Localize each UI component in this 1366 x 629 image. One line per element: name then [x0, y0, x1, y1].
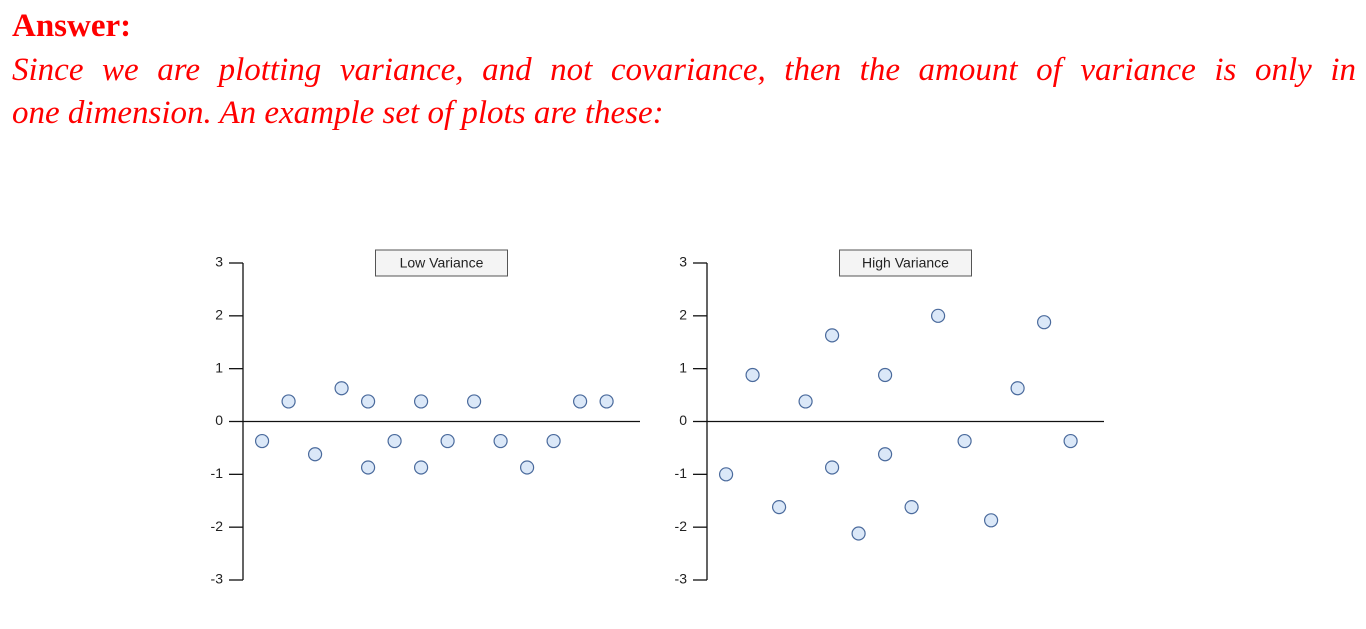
- point: [573, 394, 588, 409]
- title-box: [839, 249, 972, 277]
- point: [984, 513, 999, 528]
- y-tick-label: -3: [675, 571, 688, 587]
- y-tick-label: -1: [675, 465, 688, 481]
- answer-text: Since we are plotting variance, and not …: [12, 52, 1356, 88]
- y-tick-label: -2: [211, 518, 224, 534]
- point: [851, 526, 866, 541]
- point: [877, 367, 893, 383]
- point: [281, 394, 296, 409]
- point: [493, 433, 508, 449]
- y-tick-label: 0: [215, 412, 223, 428]
- point: [307, 447, 323, 462]
- point: [413, 460, 429, 475]
- point: [877, 447, 893, 462]
- point: [413, 394, 429, 409]
- point: [440, 433, 455, 449]
- point: [1037, 315, 1052, 330]
- point: [824, 328, 840, 343]
- y-tick-label: 3: [679, 254, 687, 270]
- point: [1010, 381, 1025, 396]
- y-tick-label: 2: [679, 307, 687, 323]
- point: [334, 381, 349, 396]
- point: [360, 394, 376, 409]
- point: [798, 394, 813, 409]
- y-tick-label: 1: [215, 359, 223, 375]
- y-tick-label: -1: [211, 465, 224, 481]
- title-box: [375, 249, 508, 277]
- y-tick-label: 2: [215, 307, 223, 323]
- answer-label: Answer:: [12, 8, 132, 44]
- point: [771, 499, 787, 515]
- chart-title: Low Variance: [400, 255, 484, 271]
- point: [599, 394, 614, 409]
- answer-text: one dimension. An example set of plots a…: [12, 95, 664, 131]
- point: [1063, 433, 1078, 449]
- point: [520, 460, 535, 475]
- chart-title: High Variance: [862, 255, 949, 271]
- y-tick-label: 3: [215, 254, 223, 270]
- point: [957, 433, 972, 449]
- y-tick-label: 1: [679, 359, 687, 375]
- y-tick-label: -2: [675, 518, 688, 534]
- point: [930, 308, 946, 323]
- point: [745, 367, 760, 383]
- y-tick-label: -3: [211, 571, 224, 587]
- point: [360, 460, 376, 475]
- point: [904, 499, 919, 515]
- point: [824, 460, 840, 475]
- point: [387, 433, 402, 449]
- point: [718, 467, 734, 482]
- point: [254, 433, 270, 449]
- point: [466, 394, 482, 409]
- y-tick-label: 0: [679, 412, 687, 428]
- point: [546, 433, 561, 449]
